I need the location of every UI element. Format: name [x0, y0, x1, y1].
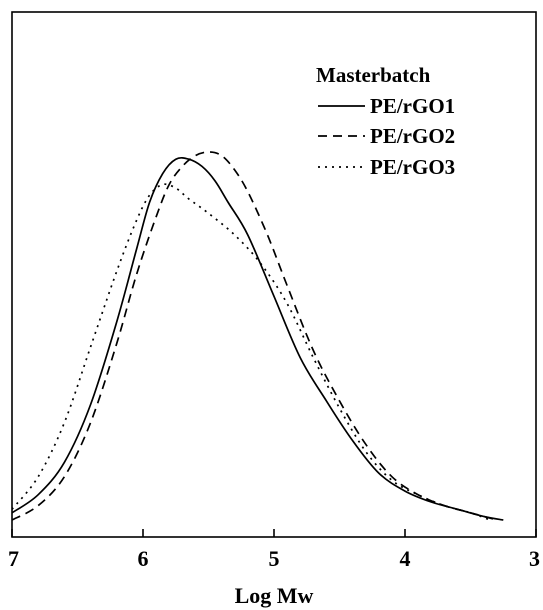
x-tick-label: 4: [400, 546, 411, 571]
x-tick-label: 5: [269, 546, 280, 571]
series-line-2: [11, 151, 497, 521]
legend-label-1: PE/rGO1: [370, 94, 455, 118]
x-tick-label: 6: [138, 546, 149, 571]
plot-frame: [11, 11, 537, 538]
legend: Masterbatch PE/rGO1 PE/rGO2 PE/rGO3: [316, 63, 455, 179]
series-lines: [11, 151, 504, 521]
series-line-3: [11, 183, 491, 521]
legend-items: PE/rGO1 PE/rGO2 PE/rGO3: [318, 94, 455, 179]
legend-label-3: PE/rGO3: [370, 155, 455, 179]
legend-label-2: PE/rGO2: [370, 124, 455, 148]
legend-title: Masterbatch: [316, 63, 431, 87]
x-tick-label: 3: [529, 546, 540, 571]
x-axis-title: Log Mw: [235, 583, 314, 608]
x-tick-label: 7: [8, 546, 19, 571]
x-ticks: 7 6 5 4 3: [8, 529, 540, 571]
series-line-1: [11, 156, 504, 521]
